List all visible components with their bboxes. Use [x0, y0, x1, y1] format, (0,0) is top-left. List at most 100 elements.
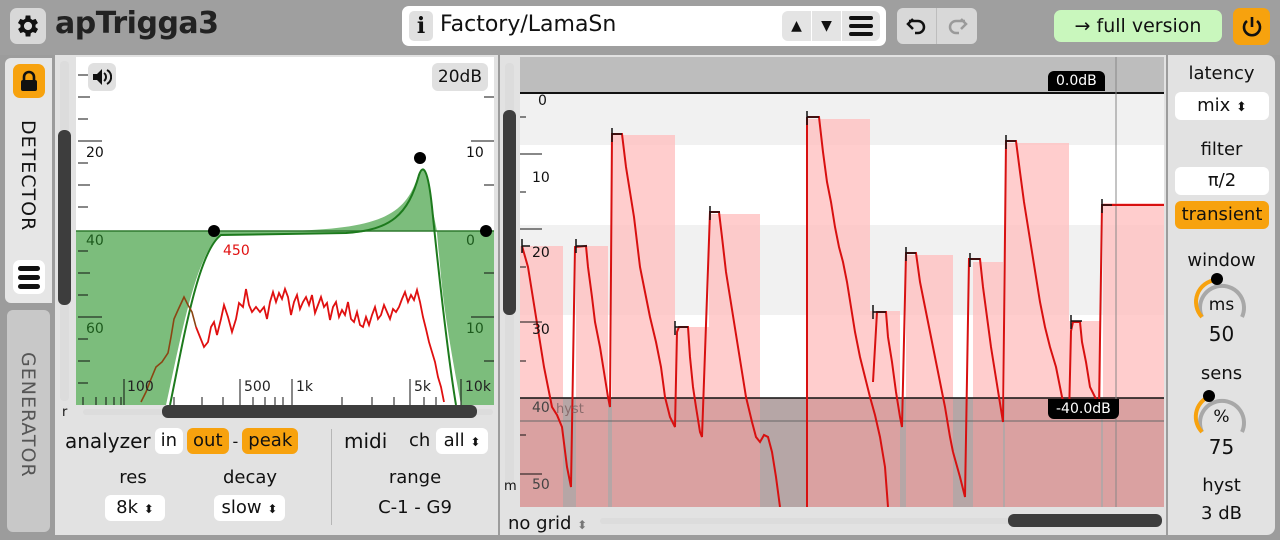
preset-selector[interactable]: i Factory/LamaSn ▲ ▼ — [402, 6, 886, 46]
midi-channel-label: ch — [409, 430, 431, 451]
window-knob[interactable] — [1192, 270, 1252, 330]
analyzer-row: analyzer in out - peak — [65, 427, 299, 455]
full-version-button[interactable]: → full version — [1054, 10, 1222, 42]
top-bar: apTrigga3 i Factory/LamaSn ▲ ▼ → full ve… — [0, 0, 1280, 55]
time-zoom-slider-track[interactable] — [600, 518, 1162, 524]
trigger-panel: m — [500, 55, 1166, 535]
settings-button[interactable] — [10, 8, 46, 44]
analyzer-dash: - — [232, 431, 239, 451]
undo-redo — [897, 8, 977, 44]
gear-icon — [17, 15, 39, 37]
preset-prev-button[interactable]: ▲ — [782, 11, 812, 41]
trigger-range-slider-handle[interactable] — [503, 110, 516, 315]
listen-button[interactable] — [88, 63, 116, 91]
analyzer-out-toggle[interactable]: out — [187, 428, 229, 454]
analyzer-in-toggle[interactable]: in — [154, 428, 184, 454]
window-unit: ms — [1208, 295, 1235, 315]
hamburger-icon — [849, 16, 873, 36]
app-title: apTrigga3 — [55, 6, 219, 41]
envelope-graph — [520, 57, 1164, 507]
freq-label: 500 — [244, 379, 271, 395]
trigger-scale-label: 0 — [538, 93, 547, 109]
tab-detector[interactable]: DETECTOR — [5, 58, 52, 303]
lock-icon — [21, 70, 37, 91]
scale-label-right: 10 — [466, 145, 484, 161]
trigger-envelope-display[interactable]: 0 10 20 30 40 hyst 50 0.0dB -40.0dB — [520, 57, 1164, 507]
frequency-range-slider-handle[interactable] — [162, 405, 477, 418]
midi-channel-select[interactable]: all ⬍ — [436, 428, 488, 454]
filter-eq-display[interactable]: 20dB 20 40 60 10 0 10 450 100 500 1k 5k … — [76, 57, 494, 405]
decay-label: decay — [222, 467, 278, 488]
scale-label-left: 40 — [86, 233, 104, 249]
sens-knob[interactable] — [1192, 385, 1252, 445]
tab-generator[interactable]: GENERATOR — [7, 310, 50, 532]
freq-label: 10k — [465, 379, 491, 395]
hyst-value[interactable]: 3 dB — [1201, 503, 1242, 524]
redo-icon — [948, 18, 968, 35]
triangle-down-icon: ▼ — [821, 18, 832, 34]
info-button[interactable]: i — [409, 11, 433, 41]
hyst-marker-label: hyst — [556, 402, 584, 417]
undo-icon — [905, 18, 925, 35]
window-label: window — [1187, 250, 1256, 271]
db-range-button[interactable]: 20dB — [431, 63, 488, 91]
analyzer-peak-toggle[interactable]: peak — [242, 428, 299, 454]
freq-label: 1k — [296, 379, 314, 395]
speaker-icon — [93, 69, 112, 85]
filter-label: filter — [1200, 139, 1243, 160]
hyst-label: hyst — [1202, 475, 1241, 496]
sens-value: 75 — [1208, 435, 1235, 459]
midi-range-label: range — [388, 467, 442, 488]
detector-menu-button[interactable] — [13, 260, 45, 294]
scale-label-right: 10 — [466, 321, 484, 337]
preset-name[interactable]: Factory/LamaSn — [440, 12, 617, 37]
lock-button[interactable] — [13, 64, 45, 98]
freq-label: 5k — [414, 379, 432, 395]
up-down-arrows-icon: ⬍ — [470, 435, 481, 449]
detector-panel: 20dB 20 40 60 10 0 10 450 100 500 1k 5k … — [55, 55, 498, 535]
preset-next-button[interactable]: ▼ — [812, 11, 842, 41]
up-down-arrows-icon: ⬍ — [267, 502, 278, 516]
detector-range-slider-handle[interactable] — [58, 130, 71, 305]
top-threshold-badge[interactable]: 0.0dB — [1048, 71, 1105, 91]
sens-label: sens — [1200, 363, 1243, 384]
eq-curve-graph — [76, 74, 494, 405]
right-panel: latency mix ⬍ filter π/2 transient windo… — [1168, 55, 1275, 535]
undo-button[interactable] — [897, 8, 937, 44]
peak-frequency-label: 450 — [223, 243, 250, 259]
power-button[interactable] — [1233, 8, 1270, 45]
trigger-scale-label: 50 — [532, 477, 550, 493]
filter-select[interactable]: π/2 — [1175, 167, 1269, 195]
up-down-arrows-icon: ⬍ — [577, 518, 588, 532]
latency-select[interactable]: mix ⬍ — [1175, 92, 1269, 120]
grid-select[interactable]: no grid ⬍ — [508, 513, 588, 534]
up-down-arrows-icon: ⬍ — [143, 502, 154, 516]
window-value: 50 — [1208, 322, 1235, 346]
bottom-threshold-badge[interactable]: -40.0dB — [1048, 399, 1119, 419]
slider-label-m: m — [504, 479, 517, 494]
power-icon — [1242, 16, 1261, 36]
scale-label-left: 60 — [86, 321, 104, 337]
detector-tab-label: DETECTOR — [17, 120, 39, 232]
sens-unit: % — [1213, 407, 1230, 427]
hamburger-icon — [18, 265, 40, 271]
time-zoom-slider-handle[interactable] — [1008, 514, 1162, 527]
decay-select[interactable]: slow ⬍ — [214, 495, 285, 521]
transient-toggle[interactable]: transient — [1175, 201, 1269, 229]
redo-button[interactable] — [937, 8, 977, 44]
triangle-up-icon: ▲ — [791, 18, 802, 34]
slider-label-r: r — [62, 405, 68, 420]
res-label: res — [119, 467, 147, 488]
preset-menu-button[interactable] — [842, 11, 880, 41]
preset-nav: ▲ ▼ — [782, 11, 880, 41]
midi-label: midi — [344, 429, 388, 453]
trigger-scale-label: 30 — [532, 322, 550, 338]
midi-range-value[interactable]: C-1 - G9 — [378, 497, 452, 518]
generator-tab-label: GENERATOR — [17, 352, 39, 478]
analyzer-label: analyzer — [65, 429, 151, 453]
trigger-scale-label: 20 — [532, 245, 550, 261]
trigger-scale-label: 40 — [532, 400, 550, 416]
scale-label-left: 20 — [86, 145, 104, 161]
res-select[interactable]: 8k ⬍ — [105, 495, 165, 521]
scale-label-right: 0 — [466, 233, 475, 249]
